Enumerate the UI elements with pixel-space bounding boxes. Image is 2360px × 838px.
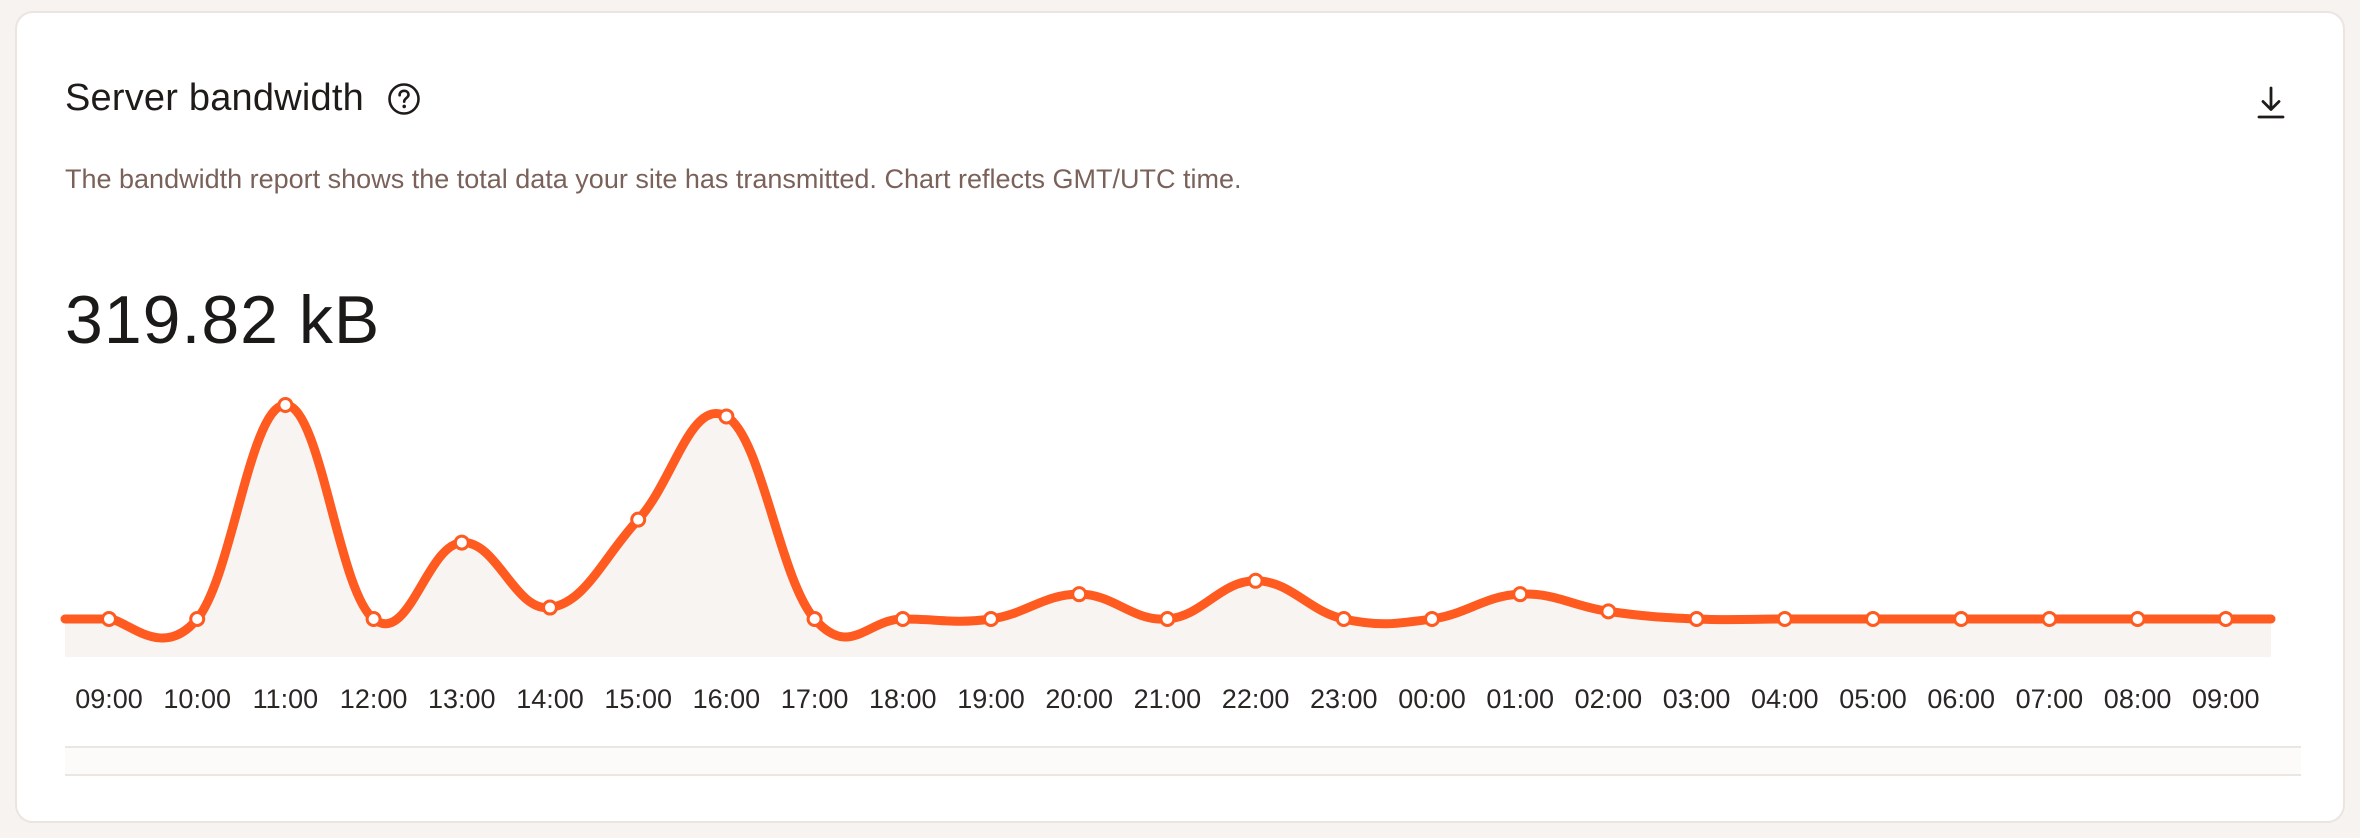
data-point[interactable] [630, 511, 647, 528]
x-tick-label: 09:00 [2192, 684, 2260, 714]
download-icon[interactable] [2251, 83, 2291, 123]
data-point[interactable] [1247, 572, 1264, 589]
data-point[interactable] [1071, 586, 1088, 603]
question-circle-icon[interactable] [386, 81, 422, 117]
data-point[interactable] [1600, 603, 1617, 620]
data-point[interactable] [894, 611, 911, 627]
chart-scrollbar[interactable] [65, 746, 2301, 776]
x-tick-label: 08:00 [2104, 684, 2172, 714]
x-tick-label: 07:00 [2016, 684, 2084, 714]
x-tick-label: 20:00 [1045, 684, 1113, 714]
data-point[interactable] [2041, 611, 2058, 627]
series-line [60, 400, 2276, 643]
data-point[interactable] [1776, 611, 1793, 627]
x-tick-label: 09:00 [75, 684, 143, 714]
x-tick-label: 15:00 [604, 684, 672, 714]
bandwidth-total: 319.82 kB [65, 282, 381, 358]
x-tick-label: 16:00 [693, 684, 761, 714]
data-point[interactable] [806, 611, 823, 627]
data-point[interactable] [718, 408, 735, 425]
card-title: Server bandwidth [65, 77, 364, 119]
data-point[interactable] [1424, 611, 1440, 627]
x-tick-label: 04:00 [1751, 684, 1819, 714]
x-tick-label: 03:00 [1663, 684, 1731, 714]
data-point[interactable] [277, 397, 294, 413]
title-row: Server bandwidth [65, 77, 422, 120]
x-tick-label: 11:00 [253, 684, 319, 714]
x-tick-label: 02:00 [1575, 684, 1643, 714]
chart-svg: 09:00 10:00 11:00 12:00 13:00 14:00 15:00 16:00… [60, 397, 2276, 714]
data-point[interactable] [365, 611, 382, 627]
data-point[interactable] [1159, 611, 1176, 627]
x-tick-label: 18:00 [869, 684, 937, 714]
data-point[interactable] [2129, 611, 2146, 627]
chart-description: The bandwidth report shows the total dat… [65, 164, 1242, 194]
area-fill [65, 405, 2271, 657]
x-tick-label: 00:00 [1398, 684, 1466, 714]
x-tick-label: 22:00 [1222, 684, 1290, 714]
x-tick-label: 06:00 [1927, 684, 1995, 714]
data-point[interactable] [983, 611, 999, 627]
data-point[interactable] [1512, 586, 1529, 603]
x-tick-label: 14:00 [516, 684, 584, 714]
data-point[interactable] [189, 611, 206, 627]
x-tick-label: 21:00 [1134, 684, 1202, 714]
data-point[interactable] [453, 534, 470, 551]
data-point[interactable] [1865, 611, 1881, 627]
x-tick-label: 12:00 [340, 684, 408, 714]
x-tick-label: 05:00 [1839, 684, 1907, 714]
data-point[interactable] [1953, 611, 1970, 627]
x-tick-label: 01:00 [1486, 684, 1554, 714]
x-tick-label: 10:00 [163, 684, 231, 714]
data-point[interactable] [101, 611, 117, 627]
data-point[interactable] [1688, 611, 1705, 627]
x-tick-label: 23:00 [1310, 684, 1378, 714]
data-point[interactable] [542, 599, 558, 616]
x-tick-label: 19:00 [957, 684, 1025, 714]
bandwidth-card: Server bandwidth The bandwidth report sh… [15, 11, 2345, 823]
x-tick-label: 17:00 [781, 684, 849, 714]
bandwidth-chart: 09:00 10:00 11:00 12:00 13:00 14:00 15:00 16:00… [17, 13, 2347, 825]
data-point[interactable] [2217, 611, 2234, 627]
data-point[interactable] [1335, 611, 1352, 627]
x-tick-label: 13:00 [428, 684, 496, 714]
